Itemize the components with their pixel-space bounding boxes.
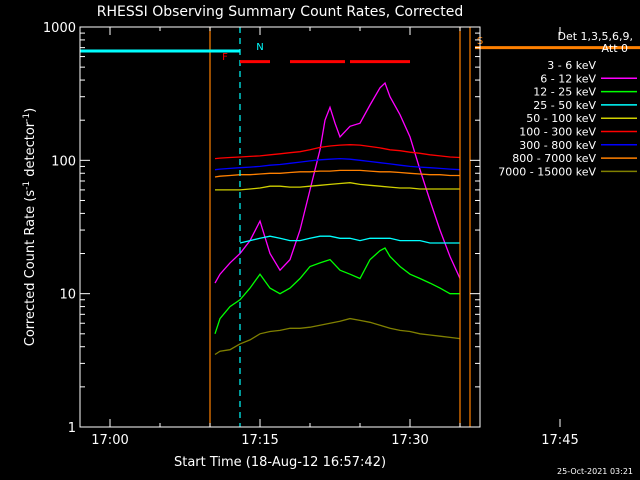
legend-label: 12 - 25 keV [533,86,596,99]
x-axis-label: Start Time (18-Aug-12 16:57:42) [174,455,386,470]
legend-label: 6 - 12 keV [540,72,596,85]
series-line-50-100-kev-seg0 [215,182,460,191]
plot-area: FNS [79,26,640,428]
series-line-25-50-kev-seg0 [239,235,460,244]
legend-label: 25 - 50 keV [533,99,596,112]
y-tick-label: 1 [68,421,76,436]
y-tick-label: 100 [51,154,76,169]
legend-item-50-100-kev: 50 - 100 keV [526,112,637,125]
series-line-800-7000-kev-seg0 [214,169,460,178]
series-12-25-kev [214,247,460,335]
y-axis-label-sup1: -1 [22,181,32,190]
plot-frame [79,26,481,428]
series-50-100-kev [215,182,460,191]
legend-label: 7000 - 15000 keV [498,165,596,178]
y-tick-label: 10 [59,288,76,303]
legend-item-25-50-kev: 25 - 50 keV [533,99,637,112]
y-axis-label-mid: detector [23,121,38,181]
vertical-lines-layer [209,27,471,427]
x-tick-label: 17:15 [241,433,278,448]
series-800-7000-kev [214,169,460,178]
legend-label: 800 - 7000 keV [512,152,596,165]
legend-header-1: Det 1,3,5,6,9, [557,30,633,43]
legend-label: 50 - 100 keV [526,112,596,125]
x-tick-label: 17:30 [391,433,428,448]
series-line-100-300-kev-seg0 [214,144,461,160]
marker-f: F [222,52,228,63]
series-line-3-6-kev-seg0 [214,79,461,268]
legend-item-3-6-kev: 3 - 6 keV [547,59,637,72]
y-axis-label: Corrected Count Rate (s-1 detector-1) [22,108,38,346]
legend-item-6-12-kev: 6 - 12 keV [540,72,637,85]
series-6-12-kev [214,81,461,284]
series-layer [214,79,461,356]
legend-header-2: Att 0 [602,42,628,55]
y-axis-label-main: Corrected Count Rate (s [23,190,38,347]
series-300-800-kev [214,157,461,171]
legend-item-7000-15000-kev: 7000 - 15000 keV [498,165,637,178]
series-100-300-kev [214,144,461,160]
legend-item-100-300-kev: 100 - 300 keV [519,126,637,139]
series-line-300-800-kev-seg0 [214,157,461,171]
y-axis-label-end: ) [23,108,38,113]
footer-timestamp: 25-Oct-2021 03:21 [557,467,633,476]
y-ticks: 1 10 100 1000 [43,21,480,436]
legend-item-12-25-kev: 12 - 25 keV [533,86,637,99]
chart-title: RHESSI Observing Summary Count Rates, Co… [97,4,463,20]
legend-item-300-800-kev: 300 - 800 keV [519,139,637,152]
x-tick-label: 17:45 [541,433,578,448]
marker-n: N [256,42,263,53]
series-line-12-25-kev-seg0 [214,247,460,335]
x-tick-label: 17:00 [91,433,128,448]
legend-label: 3 - 6 keV [547,59,596,72]
series-line-6-12-kev-seg0 [214,81,461,284]
y-tick-label: 1000 [43,21,76,36]
legend-item-800-7000-kev: 800 - 7000 keV [512,152,637,165]
series-7000-15000-kev [214,317,461,356]
top-bars-layer [80,46,640,64]
series-25-50-kev [239,235,460,244]
legend-label: 300 - 800 keV [519,139,596,152]
series-3-6-kev [214,79,461,268]
legend-label: 100 - 300 keV [519,126,596,139]
series-line-7000-15000-kev-seg0 [214,317,461,356]
y-axis-label-sup2: -1 [22,113,32,122]
